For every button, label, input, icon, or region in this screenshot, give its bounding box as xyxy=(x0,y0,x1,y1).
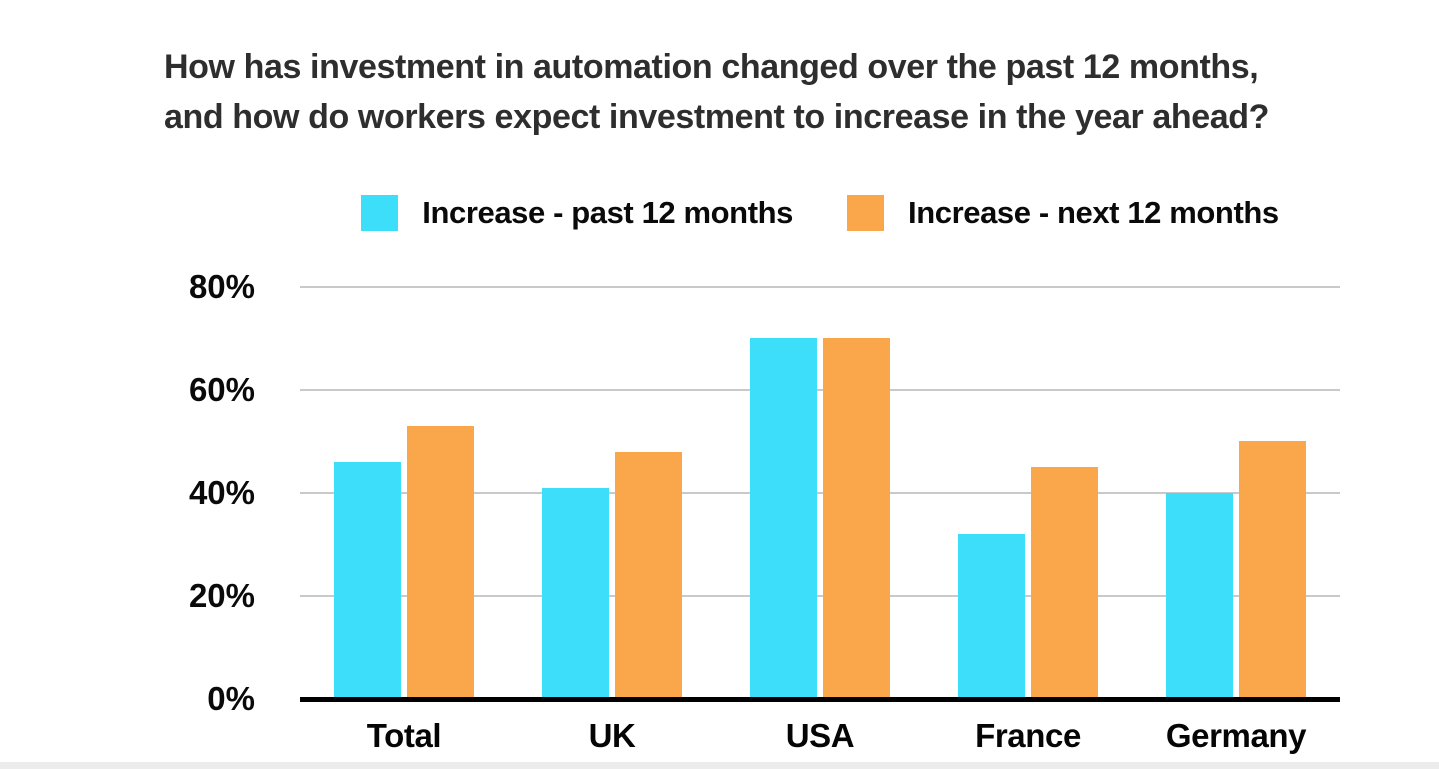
bar-total-past-12-months xyxy=(334,461,401,699)
page-bottom-divider xyxy=(0,762,1439,769)
legend-item-next-12-months: Increase - next 12 months xyxy=(847,195,1279,231)
y-axis-label-20: 20% xyxy=(188,576,255,614)
bar-uk-past-12-months xyxy=(542,487,609,699)
y-axis-label-0: 0% xyxy=(207,680,255,717)
y-axis-label-80: 80% xyxy=(188,267,255,305)
legend-swatch-next-icon xyxy=(847,195,884,231)
chart-legend: Increase - past 12 months Increase - nex… xyxy=(300,191,1340,235)
y-axis-label-40: 40% xyxy=(188,473,255,511)
gridline-60 xyxy=(300,388,1340,391)
bar-france-next-12-months xyxy=(1031,466,1098,699)
legend-label-past: Increase - past 12 months xyxy=(422,195,793,230)
legend-item-past-12-months: Increase - past 12 months xyxy=(361,195,793,231)
bar-usa-past-12-months xyxy=(750,338,817,699)
gridline-40 xyxy=(300,491,1340,494)
bar-germany-past-12-months xyxy=(1166,492,1233,699)
bar-france-past-12-months xyxy=(958,534,1025,699)
chart-title: How has investment in automation changed… xyxy=(164,42,1424,142)
legend-label-next: Increase - next 12 months xyxy=(908,195,1279,230)
chart-title-line-2: and how do workers expect investment to … xyxy=(164,98,1269,136)
bar-germany-next-12-months xyxy=(1239,441,1306,699)
bar-total-next-12-months xyxy=(407,425,474,699)
bar-uk-next-12-months xyxy=(615,451,682,699)
bar-usa-next-12-months xyxy=(823,338,890,699)
x-axis-line xyxy=(300,697,1340,702)
x-axis-label-total: Total xyxy=(366,717,442,754)
x-axis-label-france: France xyxy=(975,717,1081,754)
y-axis-label-60: 60% xyxy=(188,370,255,408)
legend-swatch-past-icon xyxy=(361,195,399,231)
x-axis-label-germany: Germany xyxy=(1165,717,1307,754)
x-axis-label-usa: USA xyxy=(785,717,855,754)
chart-title-line-1: How has investment in automation changed… xyxy=(164,48,1259,86)
x-axis-label-uk: UK xyxy=(588,717,636,754)
gridline-20 xyxy=(300,594,1340,597)
gridline-80 xyxy=(300,285,1340,288)
